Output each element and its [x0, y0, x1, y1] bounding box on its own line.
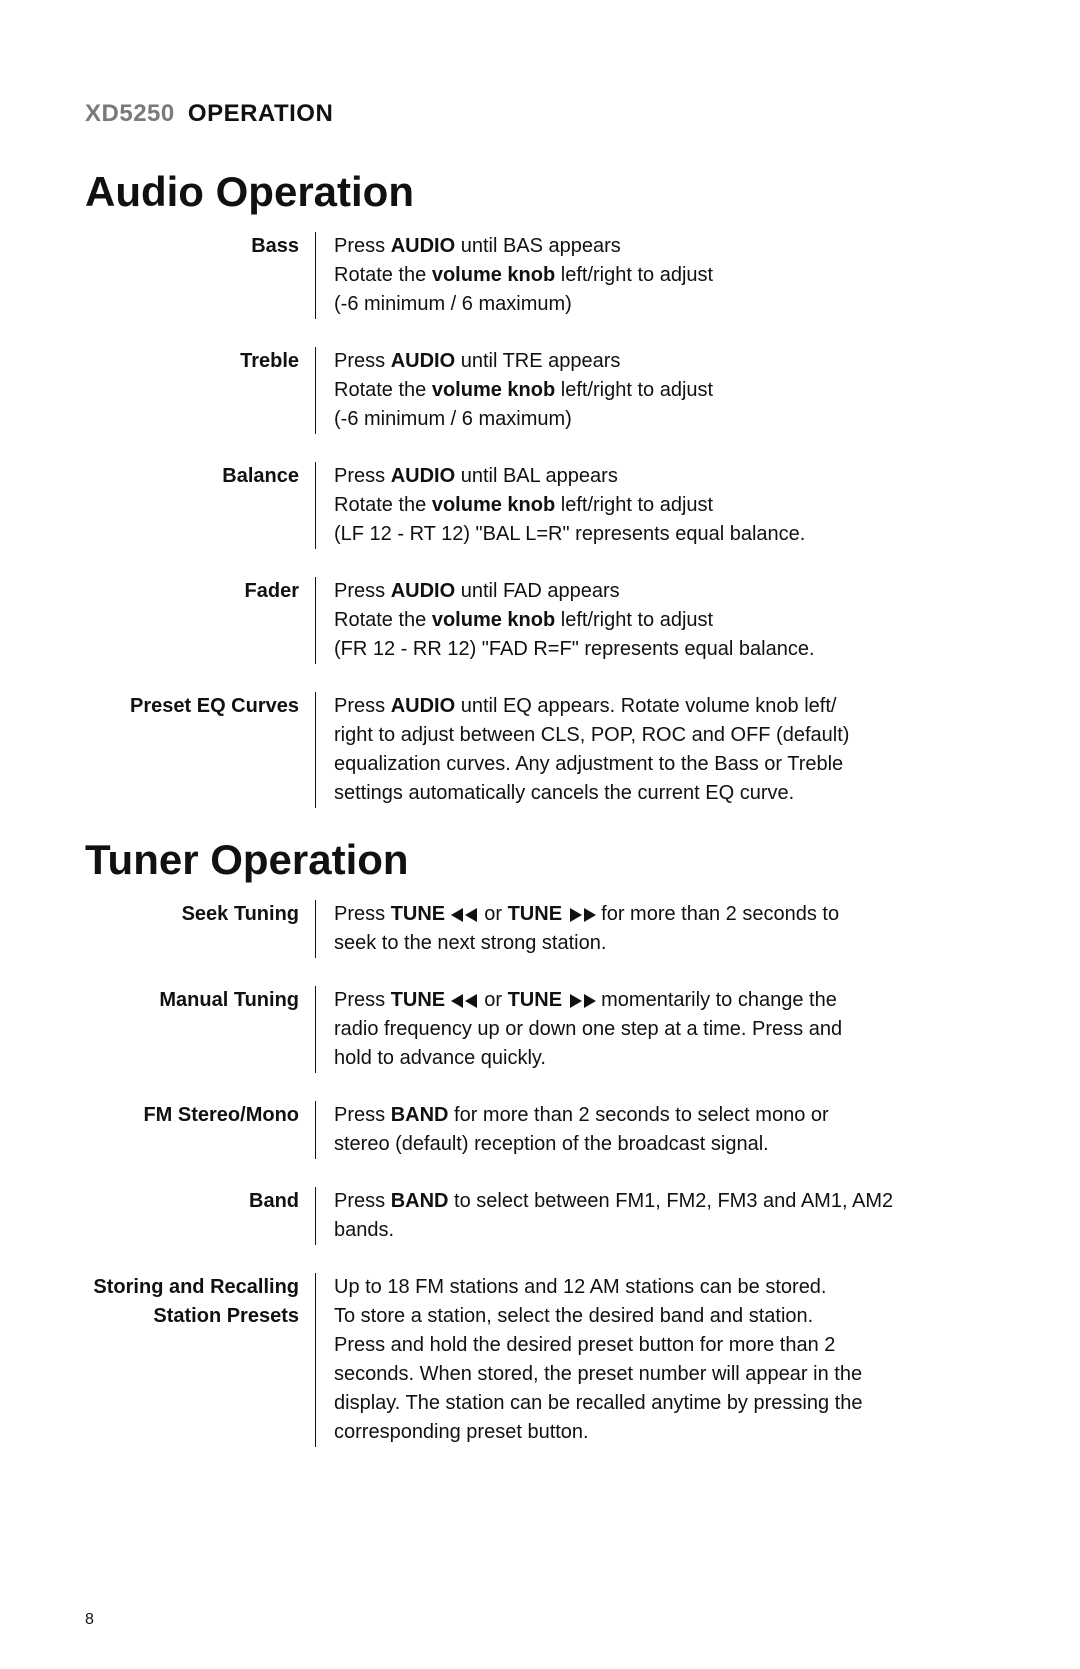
description-line: Rotate the volume knob left/right to adj…	[334, 491, 995, 520]
bold-text: AUDIO	[391, 465, 455, 487]
description-line: Press AUDIO until BAS appears	[334, 232, 995, 261]
row-description: Press TUNE or TUNE for more than 2 secon…	[315, 900, 995, 958]
bold-text: TUNE	[508, 989, 568, 1011]
description-line: (FR 12 - RR 12) "FAD R=F" represents equ…	[334, 635, 995, 664]
description-line: radio frequency up or down one step at a…	[334, 1015, 995, 1044]
description-line: right to adjust between CLS, POP, ROC an…	[334, 721, 995, 750]
bold-text: AUDIO	[391, 235, 455, 257]
row-label: Balance	[85, 462, 315, 491]
page-header: XD5250 OPERATION	[85, 100, 995, 128]
bold-text: volume knob	[432, 494, 555, 516]
row-description: Press AUDIO until BAS appearsRotate the …	[315, 232, 995, 319]
description-line: (-6 minimum / 6 maximum)	[334, 290, 995, 319]
section-rows: Seek Tuning Press TUNE or TUNE for more t…	[85, 900, 995, 1447]
row-label: Preset EQ Curves	[85, 692, 315, 721]
bold-text: TUNE	[508, 903, 568, 925]
definition-row: Manual Tuning Press TUNE or TUNE momentar…	[85, 986, 995, 1073]
row-description: Press AUDIO until BAL appearsRotate the …	[315, 462, 995, 549]
bold-text: volume knob	[432, 264, 555, 286]
row-label: Seek Tuning	[85, 900, 315, 929]
description-line: Press AUDIO until TRE appears	[334, 347, 995, 376]
sections-container: Audio OperationBassPress AUDIO until BAS…	[85, 168, 995, 1447]
bold-text: AUDIO	[391, 695, 455, 717]
description-line: (-6 minimum / 6 maximum)	[334, 405, 995, 434]
row-description: Up to 18 FM stations and 12 AM stations …	[315, 1273, 995, 1447]
description-line: To store a station, select the desired b…	[334, 1302, 995, 1331]
definition-row: Preset EQ Curves Press AUDIO until EQ app…	[85, 692, 995, 808]
description-line: Rotate the volume knob left/right to adj…	[334, 376, 995, 405]
manual-page: XD5250 OPERATION Audio OperationBassPres…	[0, 0, 1080, 1669]
definition-row: Seek Tuning Press TUNE or TUNE for more t…	[85, 900, 995, 958]
description-line: Press AUDIO until FAD appears	[334, 577, 995, 606]
row-label: Manual Tuning	[85, 986, 315, 1015]
description-line: seek to the next strong station.	[334, 929, 995, 958]
description-line: Press and hold the desired preset button…	[334, 1331, 995, 1360]
description-line: hold to advance quickly.	[334, 1044, 995, 1073]
row-label: Band	[85, 1187, 315, 1216]
row-description: Press BAND for more than 2 seconds to se…	[315, 1101, 995, 1159]
description-line: Press TUNE or TUNE momentarily to change…	[334, 986, 995, 1015]
row-label: Storing and RecallingStation Presets	[85, 1273, 315, 1331]
description-line: Press AUDIO until EQ appears. Rotate vol…	[334, 692, 995, 721]
row-description: Press AUDIO until FAD appearsRotate the …	[315, 577, 995, 664]
row-label: Fader	[85, 577, 315, 606]
description-line: Press BAND to select between FM1, FM2, F…	[334, 1187, 995, 1216]
description-line: bands.	[334, 1216, 995, 1245]
definition-row: TreblePress AUDIO until TRE appearsRotat…	[85, 347, 995, 434]
definition-row: Band Press BAND to select between FM1, FM…	[85, 1187, 995, 1245]
section-title: Audio Operation	[85, 168, 995, 216]
bold-text: TUNE	[391, 903, 451, 925]
row-description: Press TUNE or TUNE momentarily to change…	[315, 986, 995, 1073]
definition-row: Storing and RecallingStation Presets Up t…	[85, 1273, 995, 1447]
bold-text: BAND	[391, 1104, 449, 1126]
definition-row: FM Stereo/Mono Press BAND for more than 2…	[85, 1101, 995, 1159]
row-description: Press BAND to select between FM1, FM2, F…	[315, 1187, 995, 1245]
model-number: XD5250	[85, 100, 175, 127]
operation-label: OPERATION	[188, 100, 333, 127]
definition-row: BassPress AUDIO until BAS appearsRotate …	[85, 232, 995, 319]
section-rows: BassPress AUDIO until BAS appearsRotate …	[85, 232, 995, 808]
definition-row: FaderPress AUDIO until FAD appearsRotate…	[85, 577, 995, 664]
description-line: Up to 18 FM stations and 12 AM stations …	[334, 1273, 995, 1302]
description-line: corresponding preset button.	[334, 1418, 995, 1447]
fast-forward-icon	[568, 989, 596, 1011]
description-line: seconds. When stored, the preset number …	[334, 1360, 995, 1389]
definition-row: BalancePress AUDIO until BAL appearsRota…	[85, 462, 995, 549]
description-line: stereo (default) reception of the broadc…	[334, 1130, 995, 1159]
bold-text: volume knob	[432, 609, 555, 631]
rewind-icon	[451, 903, 479, 925]
description-line: equalization curves. Any adjustment to t…	[334, 750, 995, 779]
description-line: Press BAND for more than 2 seconds to se…	[334, 1101, 995, 1130]
bold-text: AUDIO	[391, 580, 455, 602]
bold-text: BAND	[391, 1190, 449, 1212]
bold-text: volume knob	[432, 379, 555, 401]
row-description: Press AUDIO until TRE appearsRotate the …	[315, 347, 995, 434]
page-number: 8	[85, 1611, 94, 1629]
description-line: Rotate the volume knob left/right to adj…	[334, 606, 995, 635]
row-label: Bass	[85, 232, 315, 261]
section-title: Tuner Operation	[85, 836, 995, 884]
description-line: (LF 12 - RT 12) "BAL L=R" represents equ…	[334, 520, 995, 549]
description-line: settings automatically cancels the curre…	[334, 779, 995, 808]
description-line: display. The station can be recalled any…	[334, 1389, 995, 1418]
bold-text: TUNE	[391, 989, 451, 1011]
row-label: Treble	[85, 347, 315, 376]
fast-forward-icon	[568, 903, 596, 925]
description-line: Rotate the volume knob left/right to adj…	[334, 261, 995, 290]
row-description: Press AUDIO until EQ appears. Rotate vol…	[315, 692, 995, 808]
description-line: Press AUDIO until BAL appears	[334, 462, 995, 491]
bold-text: AUDIO	[391, 350, 455, 372]
rewind-icon	[451, 989, 479, 1011]
row-label: FM Stereo/Mono	[85, 1101, 315, 1130]
description-line: Press TUNE or TUNE for more than 2 secon…	[334, 900, 995, 929]
